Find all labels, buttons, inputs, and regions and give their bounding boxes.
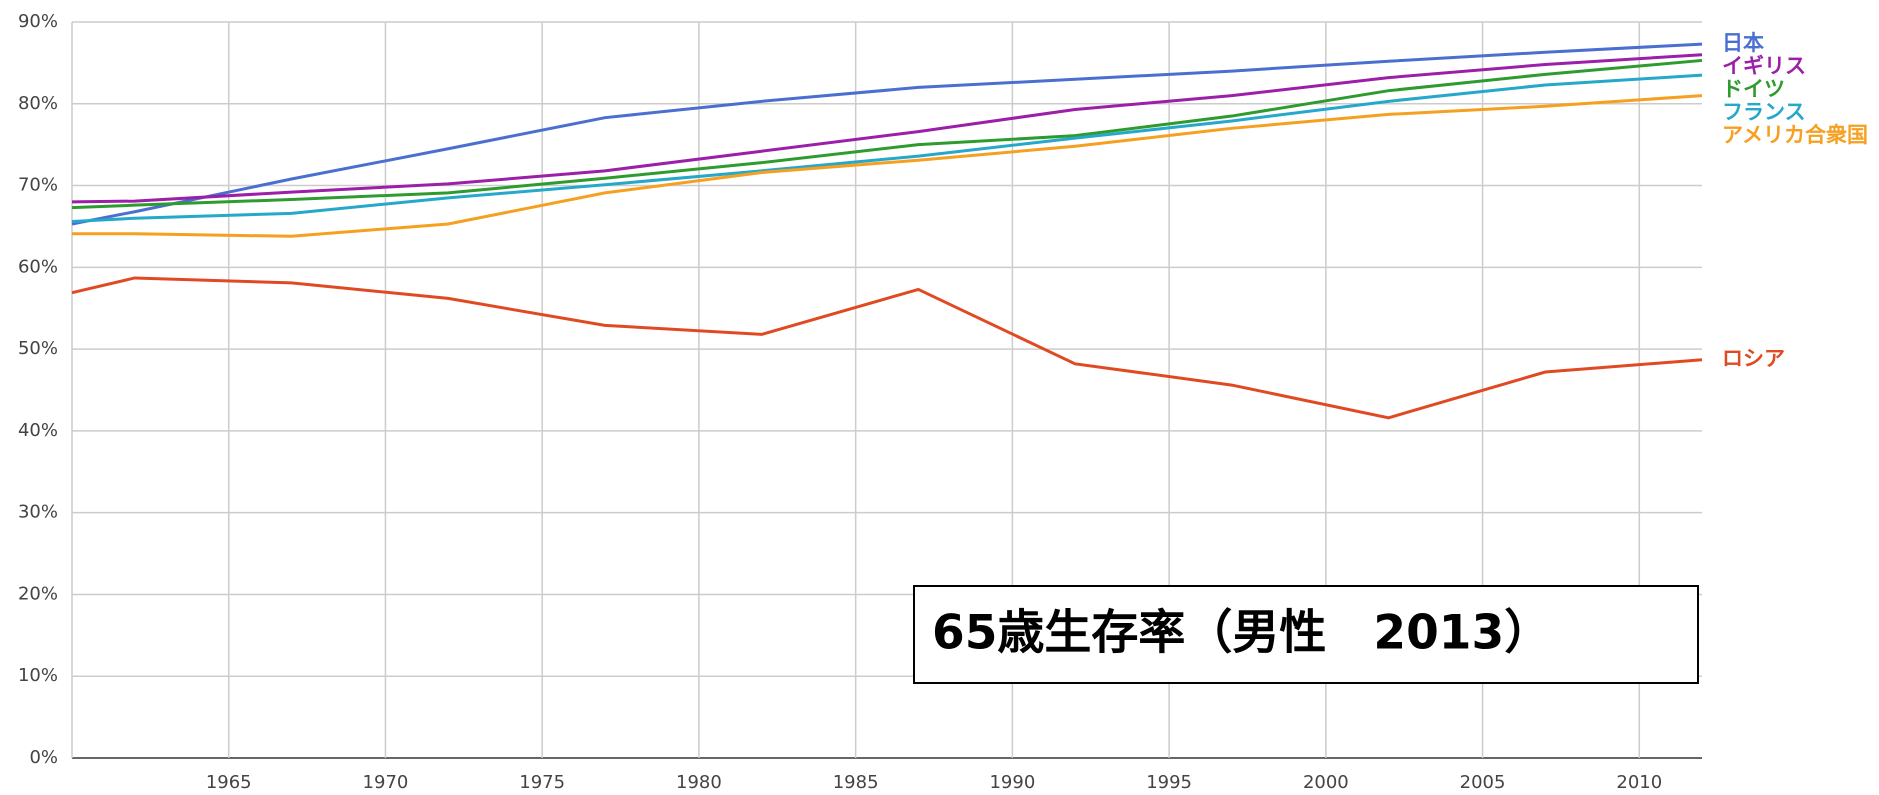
x-tick-label: 1980 — [676, 772, 722, 793]
chart-title: 65歳生存率（男性 2013） — [932, 606, 1551, 661]
x-tick-label: 1975 — [519, 772, 565, 793]
y-tick-label: 10% — [18, 665, 58, 686]
y-tick-label: 70% — [18, 175, 58, 196]
series-line — [71, 73, 1703, 224]
legend-label: フランス — [1722, 100, 1806, 124]
y-tick-label: 0% — [29, 747, 58, 768]
series-line — [71, 58, 1703, 210]
y-tick-label: 90% — [18, 11, 58, 32]
series-line — [72, 94, 1703, 238]
y-tick-label: 80% — [18, 93, 58, 114]
x-tick-label: 1965 — [206, 772, 252, 793]
x-tick-label: 1995 — [1146, 772, 1192, 793]
y-tick-label: 20% — [18, 583, 58, 604]
y-tick-label: 30% — [18, 502, 58, 523]
x-tick-label: 2005 — [1460, 772, 1506, 793]
x-tick-label: 1970 — [363, 772, 409, 793]
series-line — [71, 276, 1703, 420]
legend-label: イギリス — [1722, 54, 1806, 78]
legend-label: 日本 — [1722, 31, 1764, 55]
y-tick-label: 50% — [18, 338, 58, 359]
legend-label: ドイツ — [1722, 77, 1785, 101]
legend-label: アメリカ合衆国 — [1722, 123, 1868, 147]
x-tick-label: 1985 — [833, 772, 879, 793]
x-tick-label: 2000 — [1303, 772, 1349, 793]
title-box — [913, 585, 1699, 684]
series-line — [71, 42, 1703, 226]
series-line — [71, 53, 1703, 204]
x-tick-label: 1990 — [989, 772, 1035, 793]
legend-label: ロシア — [1722, 347, 1785, 371]
x-tick-label: 2010 — [1616, 772, 1662, 793]
y-tick-label: 60% — [18, 256, 58, 277]
y-tick-label: 40% — [18, 420, 58, 441]
